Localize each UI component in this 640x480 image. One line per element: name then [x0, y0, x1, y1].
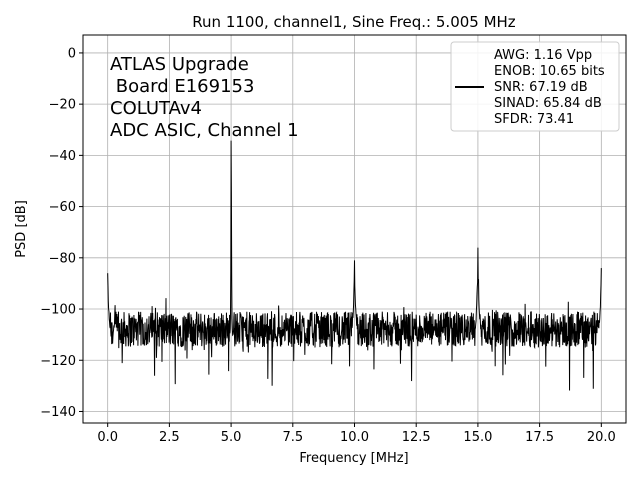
x-tick-label: 0.0	[97, 430, 118, 445]
annotation-line: Board E169153	[110, 76, 254, 97]
y-tick-label: −140	[40, 405, 76, 420]
y-tick-label: −80	[49, 251, 76, 266]
y-axis-label: PSD [dB]	[14, 200, 29, 258]
legend: AWG: 1.16 Vpp ENOB: 10.65 bits SNR: 67.1…	[450, 41, 620, 132]
x-tick-label: 12.5	[402, 430, 431, 445]
legend-entry: AWG: 1.16 Vpp	[494, 48, 592, 63]
x-tick-label: 20.0	[587, 430, 616, 445]
x-tick-label: 15.0	[463, 430, 492, 445]
x-axis-ticks: 0.0 2.5 5.0 7.5 10.0 12.5 15.0 17.5 20.0	[97, 423, 616, 445]
y-axis-ticks: 0 −20 −40 −60 −80 −100 −120 −140	[40, 46, 83, 420]
y-tick-label: −20	[49, 98, 76, 113]
y-tick-label: −120	[40, 354, 76, 369]
annotation-line: ADC ASIC, Channel 1	[110, 120, 299, 141]
legend-box	[450, 41, 620, 132]
y-tick-label: −100	[40, 303, 76, 318]
legend-entry: SFDR: 73.41	[494, 112, 574, 127]
annotation-box: ATLAS Upgrade Board E169153 COLUTAv4 ADC…	[110, 54, 299, 141]
x-tick-label: 7.5	[282, 430, 303, 445]
x-tick-label: 10.0	[340, 430, 369, 445]
annotation-line: ATLAS Upgrade	[110, 54, 249, 75]
legend-entry: SINAD: 65.84 dB	[494, 96, 602, 111]
x-tick-label: 2.5	[159, 430, 180, 445]
chart-title: Run 1100, channel1, Sine Freq.: 5.005 MH…	[192, 13, 516, 31]
x-tick-label: 5.0	[221, 430, 242, 445]
x-tick-label: 17.5	[525, 430, 554, 445]
x-axis-label: Frequency [MHz]	[299, 451, 408, 466]
legend-entry: SNR: 67.19 dB	[494, 80, 588, 95]
y-tick-label: 0	[68, 46, 76, 61]
legend-entry: ENOB: 10.65 bits	[494, 64, 605, 79]
annotation-line: COLUTAv4	[110, 98, 202, 119]
y-tick-label: −40	[49, 149, 76, 164]
y-tick-label: −60	[49, 200, 76, 215]
psd-series-line	[107, 140, 602, 391]
